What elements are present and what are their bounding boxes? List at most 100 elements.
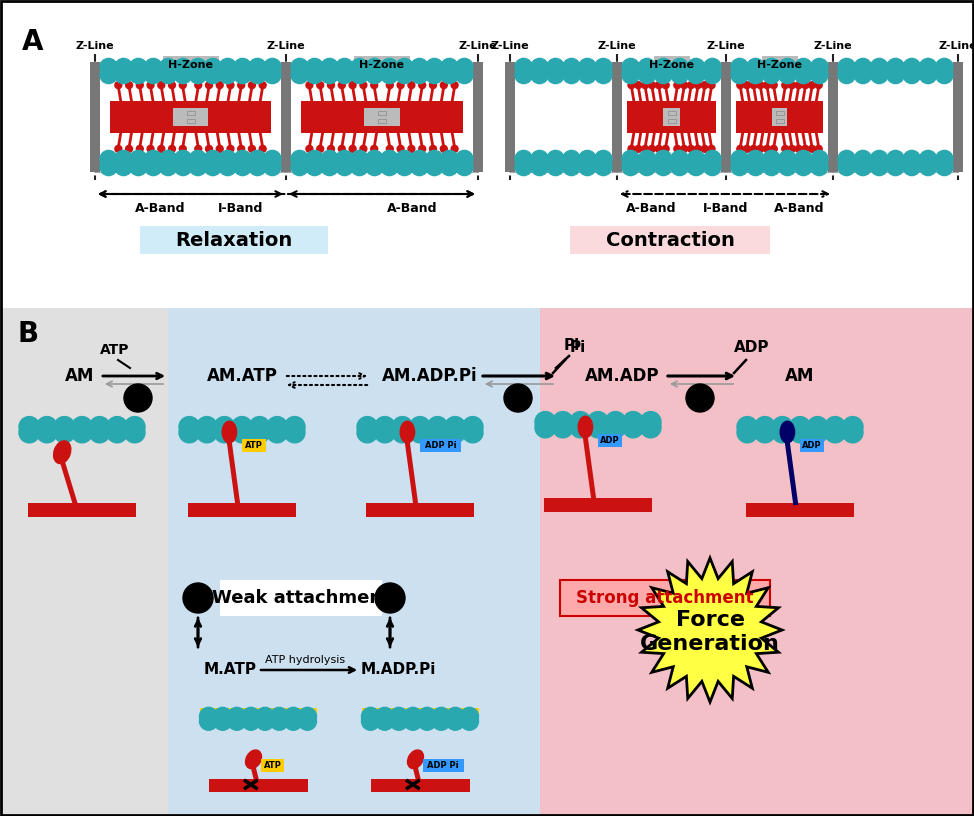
Circle shape — [638, 150, 656, 167]
Circle shape — [136, 82, 143, 89]
Text: ADP: ADP — [600, 436, 619, 445]
Circle shape — [790, 422, 810, 443]
Circle shape — [259, 145, 266, 153]
Circle shape — [136, 145, 143, 153]
Circle shape — [662, 82, 669, 89]
Circle shape — [249, 417, 270, 437]
Circle shape — [100, 59, 117, 76]
Circle shape — [158, 82, 165, 89]
Circle shape — [789, 82, 796, 89]
Circle shape — [219, 150, 237, 167]
Circle shape — [232, 417, 252, 437]
Circle shape — [242, 707, 260, 725]
Circle shape — [228, 712, 245, 730]
Text: A: A — [22, 28, 44, 56]
Circle shape — [463, 422, 483, 443]
Circle shape — [622, 150, 639, 167]
Circle shape — [770, 82, 777, 89]
Circle shape — [410, 417, 431, 437]
Circle shape — [789, 145, 796, 153]
Circle shape — [887, 59, 904, 76]
Ellipse shape — [579, 416, 592, 438]
Bar — [242, 439, 266, 452]
Circle shape — [595, 59, 612, 76]
Circle shape — [704, 158, 721, 175]
Circle shape — [270, 707, 288, 725]
Circle shape — [195, 145, 202, 153]
Circle shape — [270, 712, 288, 730]
Circle shape — [361, 707, 380, 725]
Bar — [364, 109, 399, 126]
Circle shape — [418, 707, 436, 725]
Circle shape — [234, 66, 251, 83]
Circle shape — [426, 158, 443, 175]
Circle shape — [903, 158, 920, 175]
Circle shape — [115, 66, 132, 83]
Circle shape — [535, 417, 555, 438]
Circle shape — [795, 145, 802, 153]
Circle shape — [671, 59, 689, 76]
Circle shape — [327, 145, 334, 153]
Circle shape — [903, 59, 920, 76]
Circle shape — [871, 158, 888, 175]
Bar — [179, 423, 305, 433]
Circle shape — [757, 82, 764, 89]
Circle shape — [174, 59, 192, 76]
Circle shape — [360, 82, 367, 89]
Circle shape — [158, 145, 165, 153]
Circle shape — [504, 384, 532, 412]
Bar — [19, 423, 145, 433]
Bar — [622, 159, 721, 166]
Circle shape — [189, 66, 206, 83]
Circle shape — [179, 422, 200, 443]
Circle shape — [622, 59, 639, 76]
Circle shape — [410, 422, 431, 443]
Circle shape — [628, 82, 635, 89]
Circle shape — [763, 158, 780, 175]
Circle shape — [291, 158, 309, 175]
Circle shape — [357, 417, 378, 437]
Circle shape — [147, 82, 154, 89]
Circle shape — [919, 59, 937, 76]
Circle shape — [395, 66, 413, 83]
Circle shape — [579, 59, 596, 76]
Text: 4: 4 — [512, 391, 523, 406]
Circle shape — [430, 145, 436, 153]
Circle shape — [854, 150, 872, 167]
Text: Force: Force — [676, 610, 744, 630]
Text: Contraction: Contraction — [606, 230, 734, 250]
Text: ADP Pi: ADP Pi — [425, 441, 457, 450]
Circle shape — [264, 150, 281, 167]
Circle shape — [19, 417, 40, 437]
Ellipse shape — [222, 421, 237, 443]
Circle shape — [37, 417, 57, 437]
Circle shape — [770, 145, 777, 153]
Bar — [560, 580, 770, 616]
Circle shape — [595, 158, 612, 175]
Bar — [291, 159, 473, 166]
Circle shape — [357, 422, 378, 443]
Circle shape — [731, 150, 748, 167]
Circle shape — [671, 150, 689, 167]
Bar — [186, 111, 195, 115]
Circle shape — [418, 712, 436, 730]
Text: ATP: ATP — [244, 441, 263, 450]
Circle shape — [393, 417, 413, 437]
Circle shape — [441, 59, 458, 76]
Ellipse shape — [54, 441, 71, 463]
Bar — [354, 56, 410, 73]
Circle shape — [126, 82, 132, 89]
Circle shape — [764, 145, 770, 153]
Circle shape — [737, 422, 758, 443]
Circle shape — [197, 417, 217, 437]
Circle shape — [55, 417, 75, 437]
Circle shape — [903, 150, 920, 167]
Circle shape — [169, 82, 175, 89]
Bar — [90, 62, 100, 172]
Circle shape — [72, 417, 93, 437]
Circle shape — [219, 158, 237, 175]
Circle shape — [854, 158, 872, 175]
Circle shape — [440, 145, 447, 153]
Circle shape — [531, 150, 548, 167]
Text: H-Zone: H-Zone — [359, 60, 404, 70]
